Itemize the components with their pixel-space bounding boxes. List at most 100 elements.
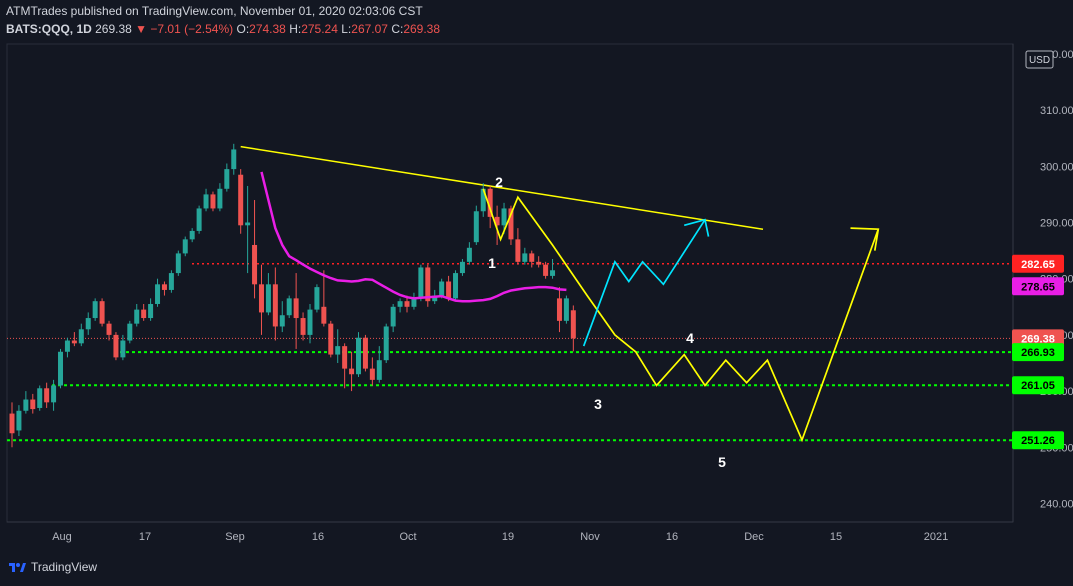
- candle-body: [286, 298, 292, 316]
- candle-body: [127, 323, 133, 341]
- candle-body: [78, 329, 84, 344]
- candle-body: [335, 346, 341, 355]
- candle-body: [85, 318, 91, 330]
- change: −7.01 (−2.54%): [150, 22, 234, 36]
- candle-body: [550, 270, 556, 276]
- candle-body: [30, 399, 36, 410]
- candle-body: [453, 273, 459, 299]
- candle-body: [106, 323, 112, 335]
- candle-body: [383, 326, 389, 361]
- support-badge: [1012, 431, 1064, 450]
- down-arrow-icon: ▼: [135, 22, 148, 36]
- low-value: 267.07: [351, 22, 388, 36]
- candle-body: [155, 284, 161, 304]
- candle-body: [411, 298, 417, 307]
- candle-body: [120, 340, 126, 358]
- close-value: 269.38: [403, 22, 441, 36]
- x-tick-label: Oct: [399, 531, 416, 543]
- close-label: C:: [391, 22, 404, 36]
- ma-badge-label: 278.65: [1021, 281, 1055, 293]
- candle-body: [182, 239, 188, 254]
- candle-body: [238, 174, 244, 226]
- open-value: 274.38: [249, 22, 286, 36]
- resistance-badge: [1012, 254, 1064, 273]
- x-tick-label: 17: [139, 531, 151, 543]
- support-badge-label: 266.93: [1021, 347, 1055, 359]
- wave-label: 2: [495, 174, 503, 190]
- y-tick-label: 300.00: [1040, 161, 1073, 173]
- candle-body: [570, 310, 576, 339]
- candle-body: [196, 208, 202, 231]
- candle-body: [64, 340, 70, 352]
- candle-body: [300, 318, 306, 335]
- candle-body: [265, 284, 271, 313]
- last-price: 269.38: [95, 22, 132, 36]
- candle-body: [217, 188, 223, 209]
- candle-body: [16, 410, 22, 431]
- candle-body: [342, 346, 348, 369]
- candle-body: [508, 208, 514, 240]
- candle-body: [536, 261, 542, 265]
- candle-body: [141, 309, 147, 319]
- candle-body: [376, 360, 382, 380]
- candle-body: [501, 208, 507, 226]
- support-badge: [1012, 343, 1064, 362]
- candle-body: [362, 337, 368, 369]
- x-tick-label: Dec: [744, 531, 764, 543]
- candle-body: [459, 261, 465, 274]
- alt-projection-path: [582, 219, 706, 347]
- candle-body: [356, 337, 361, 375]
- candle-body: [113, 334, 119, 358]
- brand-name: TradingView: [31, 560, 98, 574]
- candle-body: [556, 298, 562, 321]
- y-tick-label: 310.00: [1040, 105, 1073, 117]
- trendline: [240, 145, 764, 230]
- candle-body: [369, 368, 375, 380]
- candle-body: [328, 323, 334, 355]
- alt-arrow-head: [683, 218, 710, 237]
- x-tick-label: 19: [502, 531, 514, 543]
- candle-body: [92, 301, 98, 319]
- candle-body: [37, 388, 43, 408]
- x-tick-label: 16: [666, 531, 678, 543]
- candle-body: [272, 284, 278, 327]
- candle-body: [480, 188, 486, 212]
- candle-body: [245, 222, 251, 226]
- candle-body: [397, 301, 403, 307]
- symbol: BATS:QQQ, 1D: [6, 22, 92, 36]
- candle-body: [252, 244, 258, 285]
- candle-body: [529, 253, 535, 262]
- tradingview-logo-icon: [9, 563, 26, 572]
- candle-body: [210, 194, 216, 209]
- tradingview-brand[interactable]: TradingView: [8, 560, 97, 574]
- support-badge-label: 251.26: [1021, 435, 1055, 447]
- currency-box: [1025, 50, 1054, 69]
- candle-body: [446, 281, 452, 299]
- symbol-line: BATS:QQQ, 1D 269.38 ▼ −7.01 (−2.54%) O:2…: [6, 22, 440, 36]
- candle-body: [543, 264, 549, 276]
- candle-body: [51, 385, 57, 403]
- open-label: O:: [236, 22, 250, 36]
- candle-body: [9, 413, 15, 434]
- candle-body: [439, 281, 445, 296]
- moving-average-line: [260, 171, 567, 303]
- candle-body: [58, 351, 64, 386]
- high-label: H:: [289, 22, 302, 36]
- candle-body: [349, 368, 355, 375]
- x-tick-label: 16: [312, 531, 324, 543]
- last-price-badge-label: 269.38: [1021, 333, 1055, 345]
- y-tick-label: 240.00: [1040, 499, 1073, 511]
- publisher-line: ATMTrades published on TradingView.com, …: [6, 4, 423, 18]
- y-tick-label: 290.00: [1040, 218, 1073, 230]
- wave-arrow-head: [850, 227, 880, 251]
- x-tick-label: 15: [830, 531, 842, 543]
- candle-body: [404, 301, 410, 307]
- candle-body: [224, 169, 230, 189]
- candle-body: [99, 301, 105, 324]
- candle-body: [487, 188, 493, 217]
- x-tick-label: Nov: [580, 531, 600, 543]
- ma-badge: [1012, 277, 1064, 296]
- candle-body: [432, 295, 438, 302]
- candle-body: [466, 247, 472, 262]
